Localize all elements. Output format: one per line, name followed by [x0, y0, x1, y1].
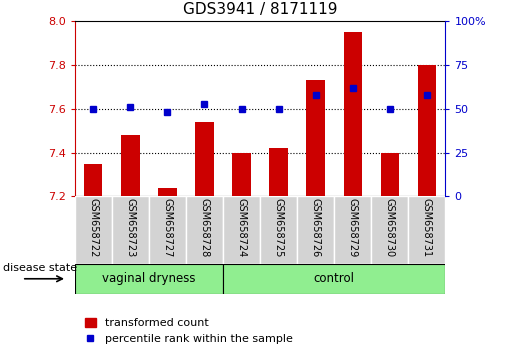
Bar: [149, 196, 186, 264]
Bar: [75, 264, 223, 294]
Bar: [381, 153, 399, 196]
Title: GDS3941 / 8171119: GDS3941 / 8171119: [183, 2, 337, 17]
Legend: transformed count, percentile rank within the sample: transformed count, percentile rank withi…: [80, 314, 297, 348]
Bar: [371, 196, 408, 264]
Bar: [223, 196, 260, 264]
Bar: [297, 196, 334, 264]
Bar: [112, 196, 149, 264]
Bar: [334, 196, 371, 264]
Text: disease state: disease state: [3, 263, 77, 273]
Text: GSM658725: GSM658725: [273, 199, 284, 258]
Bar: [195, 122, 214, 196]
Bar: [408, 196, 445, 264]
Text: GSM658724: GSM658724: [236, 199, 247, 258]
Bar: [269, 148, 288, 196]
Bar: [121, 135, 140, 196]
Text: GSM658726: GSM658726: [311, 199, 321, 258]
Text: vaginal dryness: vaginal dryness: [102, 272, 196, 285]
Text: control: control: [314, 272, 355, 285]
Bar: [158, 188, 177, 196]
Text: GSM658727: GSM658727: [162, 199, 173, 258]
Bar: [344, 32, 362, 196]
Bar: [306, 80, 325, 196]
Text: GSM658730: GSM658730: [385, 199, 395, 258]
Text: GSM658729: GSM658729: [348, 199, 358, 258]
Text: GSM658723: GSM658723: [125, 199, 135, 258]
Bar: [260, 196, 297, 264]
Bar: [84, 164, 102, 196]
Bar: [186, 196, 223, 264]
Text: GSM658731: GSM658731: [422, 199, 432, 258]
Bar: [223, 264, 445, 294]
Bar: [232, 153, 251, 196]
Bar: [75, 196, 112, 264]
Bar: [418, 65, 436, 196]
Text: GSM658728: GSM658728: [199, 199, 210, 258]
Text: GSM658722: GSM658722: [88, 199, 98, 258]
